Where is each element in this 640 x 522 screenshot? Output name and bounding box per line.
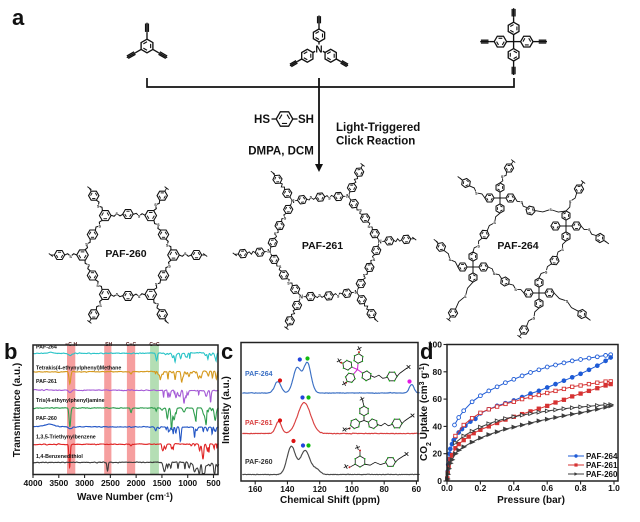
svg-text:S: S [310, 196, 313, 200]
svg-text:PAF-261: PAF-261 [245, 420, 273, 427]
svg-text:S: S [521, 200, 524, 204]
svg-text:S: S [69, 255, 72, 259]
svg-text:S: S [138, 215, 141, 219]
svg-text:PAF-264: PAF-264 [497, 240, 538, 252]
svg-text:S: S [373, 258, 376, 262]
svg-text:S: S [155, 283, 158, 287]
svg-text:1000: 1000 [178, 478, 197, 488]
svg-text:Tris(4-ethynylphenyl)amine: Tris(4-ethynylphenyl)amine [36, 398, 105, 404]
svg-text:S: S [569, 200, 572, 204]
svg-text:Pressure (bar): Pressure (bar) [497, 495, 565, 506]
svg-text:0.2: 0.2 [474, 483, 486, 493]
svg-text:S: S [493, 221, 496, 225]
svg-text:4000: 4000 [24, 478, 43, 488]
svg-text:0.4: 0.4 [508, 483, 520, 493]
svg-text:2500: 2500 [101, 478, 120, 488]
svg-text:S: S [157, 223, 160, 227]
svg-text:a: a [12, 5, 25, 30]
svg-text:PAF-261: PAF-261 [302, 240, 343, 252]
svg-text:S: S [279, 265, 282, 269]
svg-text:2000: 2000 [127, 478, 146, 488]
svg-text:1.0: 1.0 [608, 483, 620, 493]
svg-text:S: S [566, 300, 569, 304]
svg-text:S: S [561, 248, 564, 252]
svg-text:S: S [588, 228, 591, 232]
svg-text:3500: 3500 [49, 478, 68, 488]
svg-text:1,4-Benzenedithiol: 1,4-Benzenedithiol [36, 454, 83, 460]
svg-text:N: N [346, 194, 350, 200]
svg-text:S: S [449, 258, 452, 262]
svg-text:Wave Number (cm-1): Wave Number (cm-1) [77, 492, 173, 504]
svg-text:Light-Triggered: Light-Triggered [336, 122, 420, 134]
svg-text:Chemical Shift (ppm): Chemical Shift (ppm) [280, 495, 380, 506]
svg-text:S: S [97, 205, 100, 209]
svg-text:S: S [533, 316, 536, 320]
svg-text:S: S [99, 225, 102, 229]
svg-text:PAF-260: PAF-260 [245, 459, 273, 466]
svg-text:S: S [363, 273, 366, 277]
svg-text:S: S [99, 304, 102, 308]
svg-text:1,3,5-Triethynylbenzene: 1,3,5-Triethynylbenzene [36, 435, 96, 441]
svg-text:HS: HS [254, 114, 270, 126]
svg-text:S: S [116, 212, 119, 216]
svg-text:1500: 1500 [152, 478, 171, 488]
svg-text:60: 60 [412, 484, 422, 494]
svg-text:S: S [274, 232, 277, 236]
svg-text:Click Reaction: Click Reaction [336, 136, 415, 148]
svg-text:100: 100 [428, 340, 442, 350]
svg-text:S: S [368, 225, 371, 229]
svg-text:Intensity (a.u.): Intensity (a.u.) [221, 376, 232, 444]
svg-text:S: S [157, 303, 160, 307]
svg-text:S: S [88, 264, 91, 268]
svg-text:S: S [154, 203, 157, 207]
svg-text:S: S [138, 295, 141, 299]
svg-text:140: 140 [280, 484, 294, 494]
svg-text:0.6: 0.6 [541, 483, 553, 493]
svg-text:PAF-260: PAF-260 [586, 470, 618, 479]
svg-text:S: S [287, 281, 290, 285]
svg-text:PAF-261: PAF-261 [36, 379, 57, 385]
svg-text:S: S [85, 242, 88, 246]
svg-text:3000: 3000 [75, 478, 94, 488]
svg-text:S: S [475, 191, 478, 195]
svg-text:DMPA, DCM: DMPA, DCM [248, 146, 314, 158]
svg-text:PAF-261: PAF-261 [586, 461, 618, 470]
svg-text:20: 20 [433, 449, 443, 459]
svg-text:500: 500 [206, 478, 220, 488]
svg-text:120: 120 [313, 484, 327, 494]
svg-text:S: S [464, 295, 467, 299]
svg-text:Tetrakis(4-ethynylphenyl)Metha: Tetrakis(4-ethynylphenyl)Methane [36, 366, 121, 372]
svg-text:80: 80 [379, 484, 389, 494]
svg-text:PAF-260: PAF-260 [36, 416, 57, 422]
svg-text:40: 40 [433, 421, 443, 431]
svg-text:N: N [315, 45, 322, 56]
svg-text:PAF-264: PAF-264 [586, 452, 618, 461]
svg-text:80: 80 [433, 367, 443, 377]
svg-text:SH: SH [298, 114, 314, 126]
svg-text:60: 60 [433, 394, 443, 404]
svg-text:S: S [514, 288, 517, 292]
svg-text:S: S [545, 270, 548, 274]
svg-text:Transmittance (a.u.): Transmittance (a.u.) [12, 363, 23, 457]
svg-text:0.8: 0.8 [575, 483, 587, 493]
svg-text:S: S [184, 252, 187, 256]
svg-text:c: c [221, 339, 233, 364]
svg-text:100: 100 [345, 484, 359, 494]
svg-text:S: S [501, 175, 504, 179]
svg-text:0.0: 0.0 [441, 483, 453, 493]
svg-text:PAF-264: PAF-264 [245, 371, 273, 378]
svg-text:S: S [166, 244, 169, 248]
svg-text:160: 160 [248, 484, 262, 494]
svg-text:b: b [4, 339, 17, 364]
svg-text:S: S [359, 209, 362, 213]
svg-text:S: S [493, 272, 496, 276]
svg-text:S: S [328, 197, 331, 201]
svg-text:S: S [284, 217, 287, 221]
svg-text:S: S [168, 265, 171, 269]
svg-text:S: S [116, 292, 119, 296]
svg-text:PAF-260: PAF-260 [105, 248, 146, 260]
